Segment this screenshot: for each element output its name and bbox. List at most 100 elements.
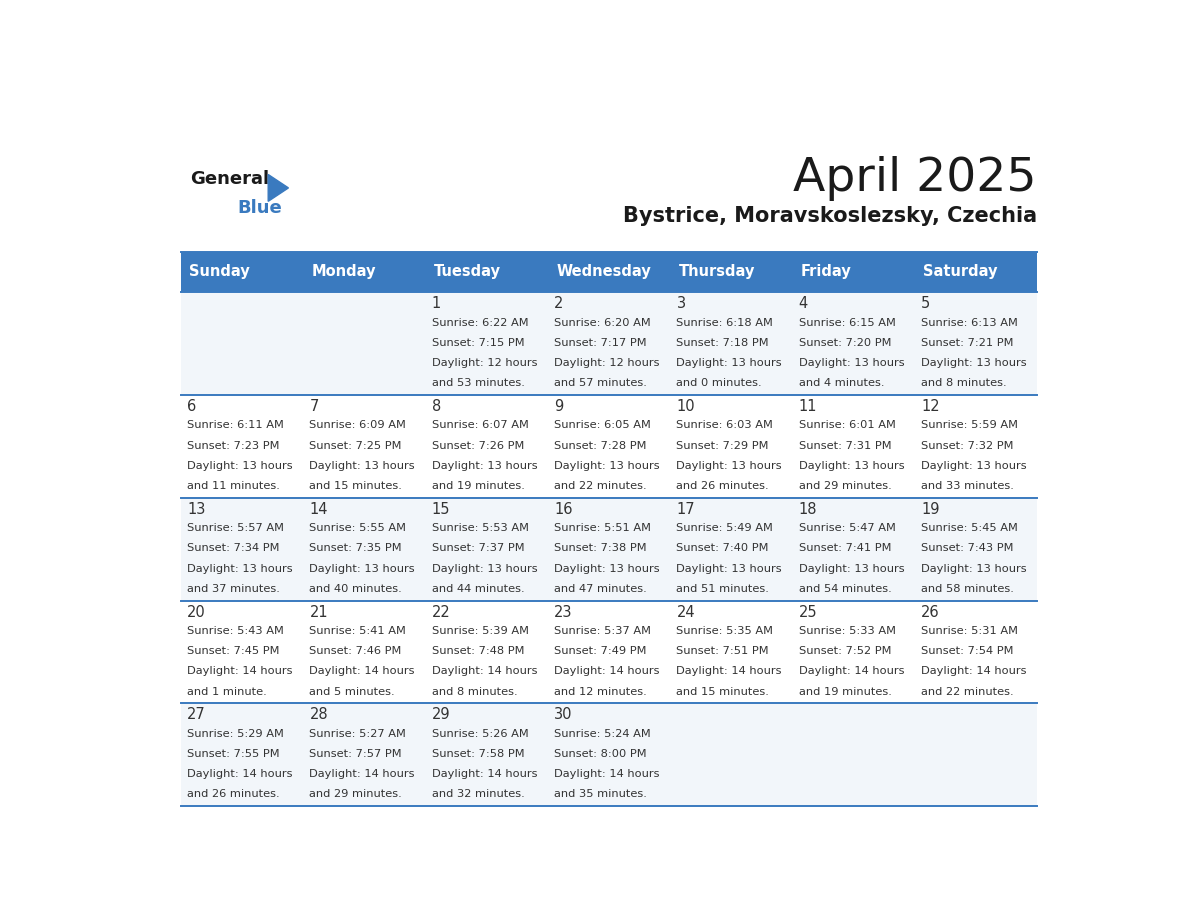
Text: Sunset: 7:31 PM: Sunset: 7:31 PM <box>798 441 891 451</box>
Text: 12: 12 <box>921 398 940 414</box>
Text: 10: 10 <box>676 398 695 414</box>
Text: Daylight: 13 hours: Daylight: 13 hours <box>921 358 1026 368</box>
Text: Sunset: 7:29 PM: Sunset: 7:29 PM <box>676 441 769 451</box>
Text: and 26 minutes.: and 26 minutes. <box>676 481 769 491</box>
Text: and 47 minutes.: and 47 minutes. <box>554 584 647 594</box>
Text: Saturday: Saturday <box>923 264 998 279</box>
Text: Sunset: 7:28 PM: Sunset: 7:28 PM <box>554 441 646 451</box>
Text: Daylight: 13 hours: Daylight: 13 hours <box>431 564 537 574</box>
Text: 26: 26 <box>921 605 940 620</box>
Text: and 19 minutes.: and 19 minutes. <box>798 687 892 697</box>
Text: Sunset: 7:43 PM: Sunset: 7:43 PM <box>921 543 1013 554</box>
Text: Sunrise: 5:26 AM: Sunrise: 5:26 AM <box>431 729 529 739</box>
Text: Sunrise: 5:43 AM: Sunrise: 5:43 AM <box>188 626 284 636</box>
Text: Daylight: 14 hours: Daylight: 14 hours <box>310 769 415 779</box>
Bar <box>181 600 1037 703</box>
Text: and 32 minutes.: and 32 minutes. <box>431 789 525 800</box>
Text: and 4 minutes.: and 4 minutes. <box>798 378 884 387</box>
Bar <box>181 252 303 292</box>
Text: Sunset: 7:48 PM: Sunset: 7:48 PM <box>431 646 524 656</box>
Polygon shape <box>268 174 289 201</box>
Text: Sunset: 7:41 PM: Sunset: 7:41 PM <box>798 543 891 554</box>
Text: and 54 minutes.: and 54 minutes. <box>798 584 891 594</box>
Text: 2: 2 <box>554 296 563 311</box>
Text: Sunrise: 5:29 AM: Sunrise: 5:29 AM <box>188 729 284 739</box>
Text: Daylight: 13 hours: Daylight: 13 hours <box>310 461 415 471</box>
Text: Sunrise: 6:09 AM: Sunrise: 6:09 AM <box>310 420 406 431</box>
Text: Sunset: 7:20 PM: Sunset: 7:20 PM <box>798 338 891 348</box>
Text: Sunset: 7:58 PM: Sunset: 7:58 PM <box>431 749 524 759</box>
Text: 20: 20 <box>188 605 206 620</box>
Text: Monday: Monday <box>311 264 377 279</box>
Text: Sunrise: 5:24 AM: Sunrise: 5:24 AM <box>554 729 651 739</box>
Text: General: General <box>190 171 268 188</box>
Text: and 22 minutes.: and 22 minutes. <box>554 481 646 491</box>
Text: Daylight: 13 hours: Daylight: 13 hours <box>676 461 782 471</box>
Text: Sunrise: 5:41 AM: Sunrise: 5:41 AM <box>310 626 406 636</box>
Text: Daylight: 13 hours: Daylight: 13 hours <box>798 564 904 574</box>
Text: and 8 minutes.: and 8 minutes. <box>921 378 1006 387</box>
Text: Sunrise: 5:37 AM: Sunrise: 5:37 AM <box>554 626 651 636</box>
Text: Sunrise: 5:33 AM: Sunrise: 5:33 AM <box>798 626 896 636</box>
Text: 9: 9 <box>554 398 563 414</box>
Text: Sunset: 7:21 PM: Sunset: 7:21 PM <box>921 338 1013 348</box>
Text: Sunset: 7:55 PM: Sunset: 7:55 PM <box>188 749 280 759</box>
Text: Sunset: 7:37 PM: Sunset: 7:37 PM <box>431 543 524 554</box>
Text: Sunset: 7:25 PM: Sunset: 7:25 PM <box>310 441 402 451</box>
Text: and 19 minutes.: and 19 minutes. <box>431 481 525 491</box>
Text: Daylight: 13 hours: Daylight: 13 hours <box>798 358 904 368</box>
Text: Daylight: 14 hours: Daylight: 14 hours <box>188 769 292 779</box>
Text: Daylight: 13 hours: Daylight: 13 hours <box>554 461 659 471</box>
Text: and 1 minute.: and 1 minute. <box>188 687 267 697</box>
Text: 1: 1 <box>431 296 441 311</box>
Text: 18: 18 <box>798 501 817 517</box>
Text: Sunset: 7:23 PM: Sunset: 7:23 PM <box>188 441 279 451</box>
Text: Sunrise: 6:07 AM: Sunrise: 6:07 AM <box>431 420 529 431</box>
Text: Sunrise: 6:03 AM: Sunrise: 6:03 AM <box>676 420 773 431</box>
Text: 30: 30 <box>554 708 573 722</box>
Bar <box>181 703 1037 806</box>
Text: Daylight: 14 hours: Daylight: 14 hours <box>676 666 782 677</box>
Text: Wednesday: Wednesday <box>556 264 651 279</box>
Text: 3: 3 <box>676 296 685 311</box>
Text: and 22 minutes.: and 22 minutes. <box>921 687 1013 697</box>
Text: 7: 7 <box>310 398 318 414</box>
Bar <box>181 395 1037 498</box>
Text: Daylight: 14 hours: Daylight: 14 hours <box>921 666 1026 677</box>
Text: Sunrise: 5:45 AM: Sunrise: 5:45 AM <box>921 523 1018 533</box>
Bar <box>303 252 425 292</box>
Bar <box>181 292 1037 395</box>
Text: Daylight: 13 hours: Daylight: 13 hours <box>188 564 292 574</box>
Text: Thursday: Thursday <box>678 264 754 279</box>
Text: and 37 minutes.: and 37 minutes. <box>188 584 280 594</box>
Text: Sunset: 7:38 PM: Sunset: 7:38 PM <box>554 543 646 554</box>
Bar <box>915 252 1037 292</box>
Text: Sunset: 7:57 PM: Sunset: 7:57 PM <box>310 749 402 759</box>
Text: Sunrise: 5:57 AM: Sunrise: 5:57 AM <box>188 523 284 533</box>
Text: Sunrise: 6:01 AM: Sunrise: 6:01 AM <box>798 420 896 431</box>
Text: 8: 8 <box>431 398 441 414</box>
Text: Daylight: 13 hours: Daylight: 13 hours <box>310 564 415 574</box>
Text: Sunrise: 6:11 AM: Sunrise: 6:11 AM <box>188 420 284 431</box>
Text: April 2025: April 2025 <box>794 156 1037 201</box>
Text: Daylight: 13 hours: Daylight: 13 hours <box>676 564 782 574</box>
Text: Sunset: 7:46 PM: Sunset: 7:46 PM <box>310 646 402 656</box>
Text: Daylight: 14 hours: Daylight: 14 hours <box>310 666 415 677</box>
Text: Sunrise: 6:18 AM: Sunrise: 6:18 AM <box>676 318 773 328</box>
Text: Tuesday: Tuesday <box>434 264 501 279</box>
Text: Sunrise: 5:47 AM: Sunrise: 5:47 AM <box>798 523 896 533</box>
Text: Daylight: 12 hours: Daylight: 12 hours <box>431 358 537 368</box>
Text: Sunrise: 5:49 AM: Sunrise: 5:49 AM <box>676 523 773 533</box>
Text: Sunrise: 6:13 AM: Sunrise: 6:13 AM <box>921 318 1018 328</box>
Text: and 35 minutes.: and 35 minutes. <box>554 789 647 800</box>
Text: 16: 16 <box>554 501 573 517</box>
Text: Sunrise: 6:05 AM: Sunrise: 6:05 AM <box>554 420 651 431</box>
Text: Daylight: 13 hours: Daylight: 13 hours <box>554 564 659 574</box>
Text: Sunset: 7:52 PM: Sunset: 7:52 PM <box>798 646 891 656</box>
Text: and 8 minutes.: and 8 minutes. <box>431 687 518 697</box>
Text: Sunset: 7:15 PM: Sunset: 7:15 PM <box>431 338 524 348</box>
Text: Sunset: 7:49 PM: Sunset: 7:49 PM <box>554 646 646 656</box>
Text: and 11 minutes.: and 11 minutes. <box>188 481 280 491</box>
Text: Daylight: 14 hours: Daylight: 14 hours <box>554 666 659 677</box>
Text: Sunset: 8:00 PM: Sunset: 8:00 PM <box>554 749 646 759</box>
